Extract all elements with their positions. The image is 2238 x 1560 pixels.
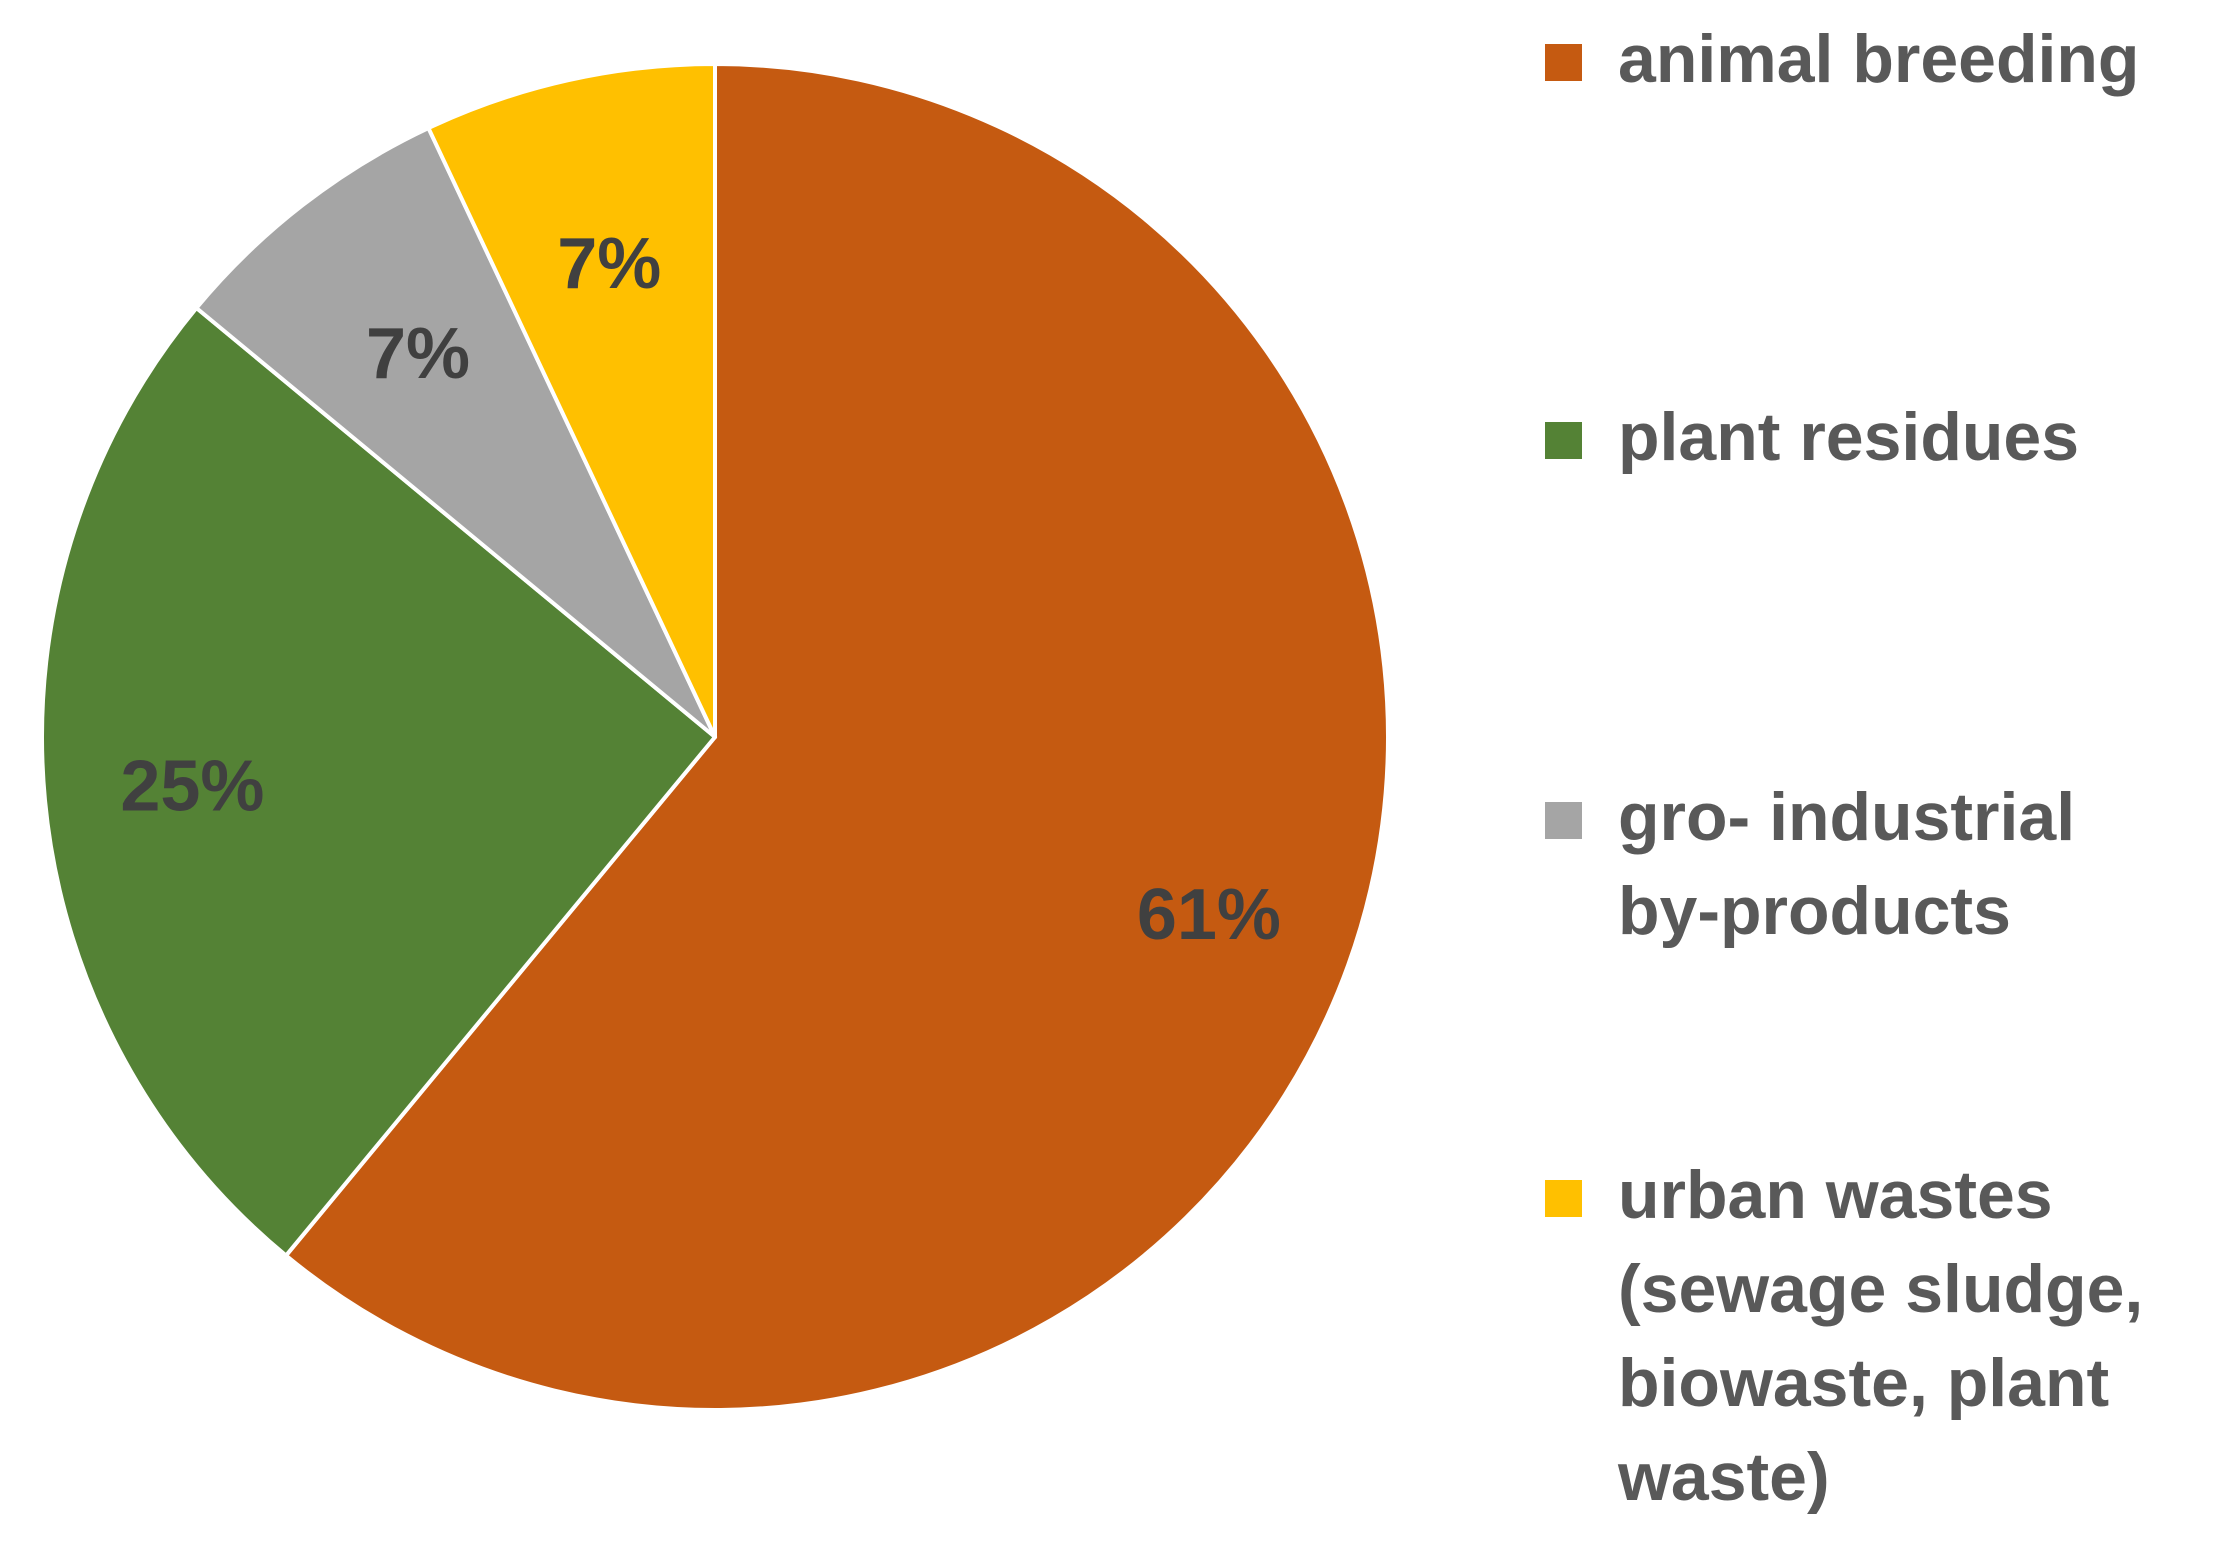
legend-label-agro-industrial: gro- industrial by-products [1618,779,2076,949]
legend-swatch-urban-wastes [1545,1180,1582,1217]
pie-slice-animal-breeding [284,62,1390,1412]
pie-slice-urban-wastes [426,62,717,739]
legend-swatch-agro-industrial [1545,802,1582,839]
legend-item-animal-breeding: animal breeding [1545,12,2235,106]
legend-item-agro-industrial: gro- industrial by-products [1545,770,2235,958]
legend: animal breeding plant residues gro- indu… [1545,0,2235,1560]
legend-swatch-plant-residues [1545,422,1582,459]
data-label-plant-residues: 25% [120,746,264,826]
data-label-urban-wastes: 7% [557,224,661,304]
pie-slice-agro-industrial [194,126,717,739]
pie-slice-plant-residues [40,306,717,1258]
legend-item-urban-wastes: urban wastes (sewage sludge, biowaste, p… [1545,1148,2235,1524]
pie-plot-area: 61% 25% 7% 7% [40,62,1390,1412]
legend-label-animal-breeding: animal breeding [1618,21,2140,97]
legend-label-urban-wastes: urban wastes (sewage sludge, biowaste, p… [1618,1157,2144,1515]
legend-swatch-animal-breeding [1545,44,1582,81]
data-label-agro-industrial: 7% [366,314,470,394]
data-label-animal-breeding: 61% [1137,875,1281,955]
legend-label-plant-residues: plant residues [1618,399,2080,475]
legend-item-plant-residues: plant residues [1545,390,2235,484]
